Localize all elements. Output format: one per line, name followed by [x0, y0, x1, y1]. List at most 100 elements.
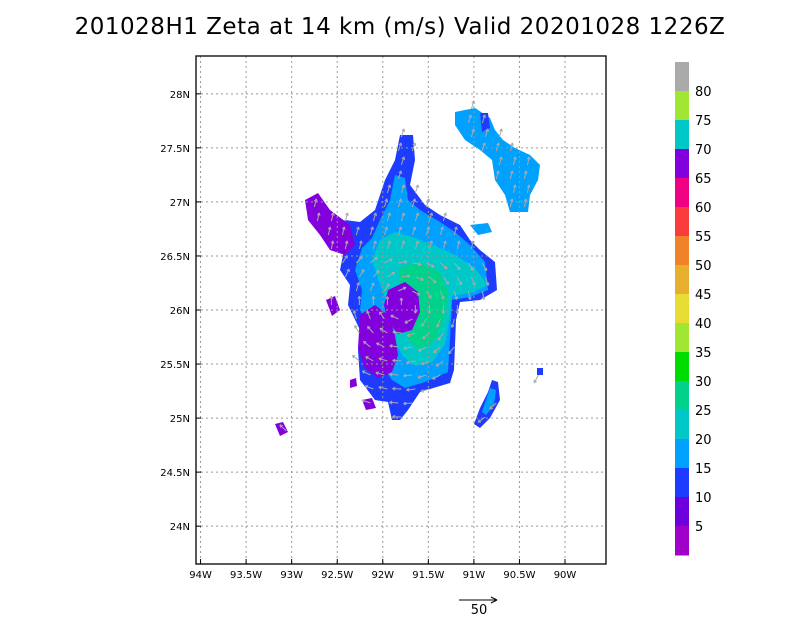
wind-vector-head [330, 212, 335, 216]
wind-vector [403, 346, 413, 350]
wind-vector [467, 262, 474, 271]
wind-vector-head [499, 128, 503, 132]
wind-vector [453, 290, 458, 300]
wind-vector [392, 359, 402, 362]
wind-vector [344, 212, 349, 222]
wind-vector-head [440, 226, 444, 230]
wind-vector [372, 270, 380, 278]
colorbar-swatch [675, 236, 689, 266]
wind-vector-head [441, 310, 446, 315]
wind-vector-head [443, 240, 447, 244]
wind-vector [397, 142, 402, 152]
colorbar-swatch [675, 91, 689, 121]
wind-vector [495, 170, 500, 180]
wind-vector-head [454, 226, 458, 230]
y-tick-label: 27.5N [160, 144, 190, 155]
wind-vector-head [404, 260, 408, 264]
wind-vector [397, 170, 402, 180]
wind-vector-head [485, 282, 490, 286]
wind-vector-head [361, 399, 365, 403]
wind-vector [435, 360, 444, 367]
wind-vector-head [390, 314, 394, 319]
wind-vector [428, 240, 433, 250]
wind-vector [386, 240, 391, 250]
wind-vector-head [526, 156, 531, 160]
y-tick-label: 25N [170, 414, 190, 425]
colorbar-label: 10 [695, 491, 712, 506]
wind-vector-head [401, 156, 406, 160]
wind-vector-head [417, 375, 421, 379]
colorbar-label: 45 [695, 288, 712, 303]
x-tick-label: 91.5W [412, 570, 444, 581]
wind-vector-head [392, 358, 396, 363]
wind-vector-head [482, 142, 486, 146]
wind-vector-head [510, 142, 514, 146]
wind-vector [523, 198, 527, 208]
wind-vector-head [356, 282, 360, 286]
colorbar-swatch [675, 381, 689, 411]
wind-vector-head [510, 170, 514, 174]
wind-vector [367, 326, 374, 334]
wind-vector [442, 212, 447, 222]
wind-vector [390, 314, 399, 320]
zeta-region-15se [482, 388, 496, 415]
wind-vector [418, 346, 427, 352]
colorbar-swatch [675, 62, 689, 92]
zeta-region-70c [305, 193, 355, 255]
wind-vector-head [361, 269, 365, 273]
colorbar-label: 20 [695, 433, 712, 448]
wind-vector [344, 240, 348, 250]
zeta-region-70b [384, 282, 420, 334]
wind-vector [453, 226, 458, 236]
wind-vector-head [367, 325, 371, 330]
plot-title: 201028H1 Zeta at 14 km (m/s) Valid 20201… [74, 14, 726, 40]
wind-vector [397, 198, 402, 208]
colorbar-swatch [675, 410, 689, 440]
wind-vector-head [375, 371, 379, 375]
wind-vector-head [402, 286, 407, 291]
wind-vector-head [431, 264, 435, 268]
x-tick-label: 91W [463, 570, 486, 581]
wind-vector [422, 332, 430, 340]
wind-vector [361, 399, 371, 404]
wind-vector [453, 262, 461, 271]
wind-vector-head [374, 256, 378, 261]
colorbar-swatch [675, 294, 689, 324]
wind-vector-head [512, 184, 517, 188]
wind-vector-head [533, 379, 537, 384]
colorbar-swatch [675, 526, 689, 556]
wind-vector [406, 388, 416, 391]
wind-vector [400, 156, 405, 166]
wind-vector [389, 401, 399, 404]
wind-vector [481, 114, 486, 124]
wind-vector-head [489, 406, 493, 410]
y-tick-label: 24.5N [160, 468, 190, 479]
x-tick-label: 94W [189, 570, 212, 581]
wind-vector [442, 240, 447, 250]
wind-vector [512, 156, 516, 166]
wind-vector-head [392, 414, 396, 419]
wind-vector-head [373, 212, 377, 216]
wind-vector-head [384, 226, 388, 230]
wind-vector [509, 198, 513, 208]
wind-vector-head [499, 156, 503, 160]
wind-vector [370, 256, 378, 264]
wind-vector [386, 184, 391, 194]
wind-vector [481, 142, 486, 152]
wind-vector-head [467, 296, 472, 300]
wind-vector [355, 282, 360, 292]
wind-vector [470, 276, 476, 286]
wind-vector-head [413, 310, 418, 314]
wind-vector [411, 142, 416, 152]
wind-vector-head [373, 240, 377, 244]
wind-vector [433, 346, 441, 354]
wind-vector [389, 373, 399, 376]
wind-vector [509, 170, 513, 180]
wind-vector [489, 402, 497, 410]
wind-vector-head [356, 226, 360, 230]
wind-vector [467, 114, 472, 124]
colorbar-label: 75 [695, 114, 712, 129]
wind-vector [387, 271, 396, 278]
wind-vector [437, 332, 444, 341]
colorbar-label: 30 [695, 375, 712, 390]
